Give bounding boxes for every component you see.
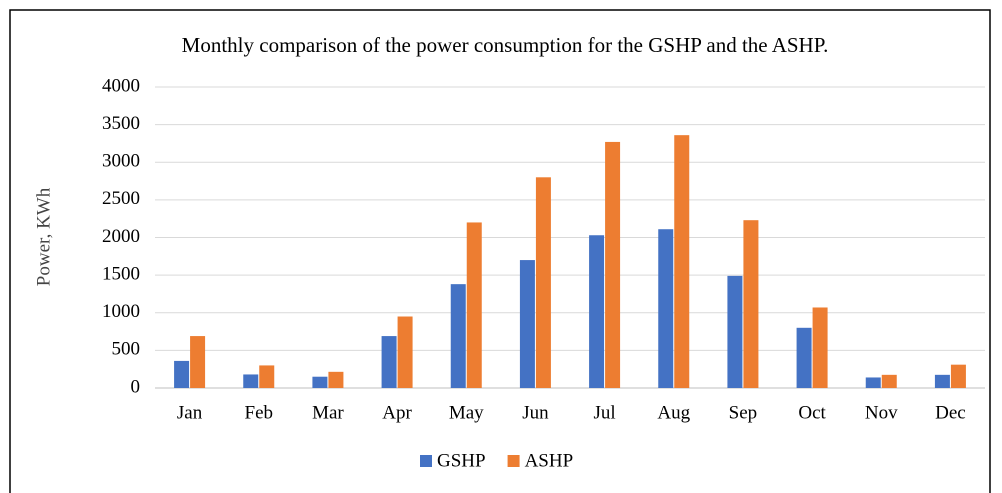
y-tick-label: 500 [112,339,141,360]
bar [674,135,690,388]
x-tick-label: Jun [522,402,549,423]
y-tick-label: 0 [131,376,141,397]
bar [605,141,621,388]
bar [519,260,535,388]
legend-swatch [507,455,520,467]
x-tick-label: Dec [935,402,966,423]
x-tick-label: Apr [382,402,412,423]
bar [934,374,950,388]
y-tick-label: 3000 [102,151,140,172]
bar [381,336,397,388]
legend-label: ASHP [525,450,574,471]
y-tick-label: 3500 [102,113,140,134]
x-tick-label: Aug [657,402,690,423]
y-axis-label: Power, KWh [33,187,54,286]
y-tick-label: 1500 [102,263,140,284]
x-tick-label: Jul [593,402,615,423]
x-tick-label: May [449,402,484,423]
legend-label: GSHP [437,450,486,471]
bar [881,374,897,388]
y-tick-label: 2000 [102,226,140,247]
bar [950,364,966,388]
bar [243,374,259,388]
bar [397,316,413,388]
bar [328,371,344,388]
bar [466,222,482,388]
x-tick-label: Mar [312,402,344,423]
bar [190,336,206,388]
x-tick-label: Feb [245,402,274,423]
y-tick-label: 1000 [102,301,140,322]
bar [312,376,328,388]
bar [174,360,190,388]
x-tick-label: Oct [798,402,826,423]
bar [743,220,759,388]
y-tick-label: 4000 [102,75,140,96]
chart-title: Monthly comparison of the power consumpt… [182,33,829,57]
bar [796,327,812,388]
bar [812,307,828,388]
x-tick-label: Nov [865,402,898,423]
frame [9,9,991,493]
bar [450,284,466,388]
bar [589,235,605,388]
bar [259,365,275,388]
y-tick-label: 2500 [102,188,140,209]
x-tick-label: Jan [177,402,203,423]
x-tick-label: Sep [729,402,758,423]
bar [865,377,881,388]
bar [658,229,674,388]
bar [535,177,551,388]
legend-swatch [420,455,432,467]
bar [727,275,743,388]
